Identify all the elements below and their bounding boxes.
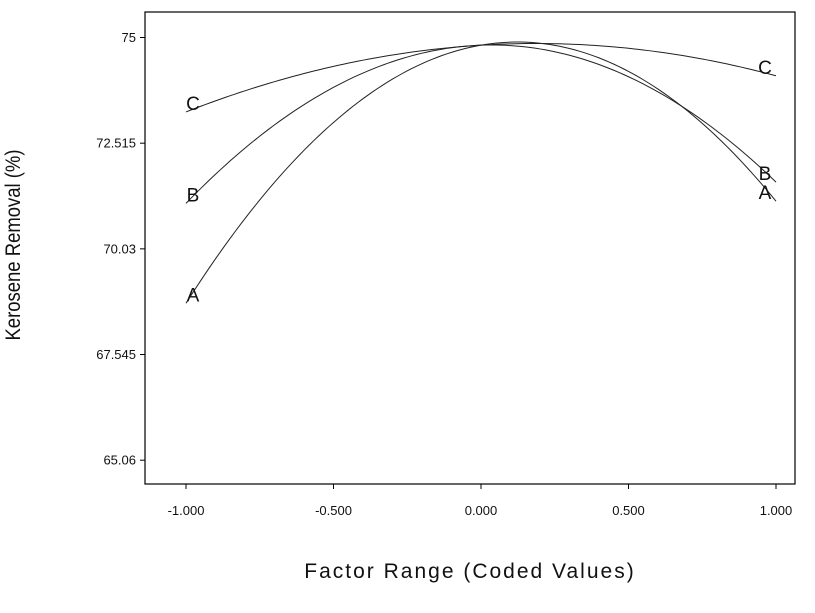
- x-tick-label: -1.000: [168, 503, 205, 518]
- x-tick-label: 0.500: [612, 503, 645, 518]
- x-axis-title: Factor Range (Coded Values): [304, 560, 636, 583]
- y-tick-label: 67.545: [96, 347, 136, 362]
- x-tick-label: 0.000: [465, 503, 498, 518]
- series-label-c-left: C: [186, 94, 200, 115]
- series-label-c-right: C: [758, 58, 772, 79]
- x-tick-label: 1.000: [760, 503, 793, 518]
- series-label-b-right: B: [759, 164, 772, 185]
- x-axis: -1.000 -0.500 0.000 0.500 1.000: [168, 484, 793, 518]
- y-axis-title: Kerosene Removal (%): [2, 149, 25, 341]
- series-lines: [185, 41, 777, 304]
- y-axis: 65.06 67.545 70.03 72.515 75: [96, 30, 145, 468]
- series-line-b: [185, 44, 777, 204]
- series-line-c: [185, 42, 777, 113]
- series-label-a-right: A: [759, 183, 772, 204]
- plot-frame: [144, 11, 796, 485]
- y-tick-label: 72.515: [96, 136, 136, 151]
- y-tick-label: 75: [122, 30, 136, 45]
- y-tick-label: 70.03: [103, 241, 136, 256]
- series-label-b-left: B: [187, 185, 200, 206]
- series-label-a-left: A: [187, 285, 200, 306]
- x-tick-label: -0.500: [315, 503, 352, 518]
- y-tick-label: 65.06: [103, 453, 136, 468]
